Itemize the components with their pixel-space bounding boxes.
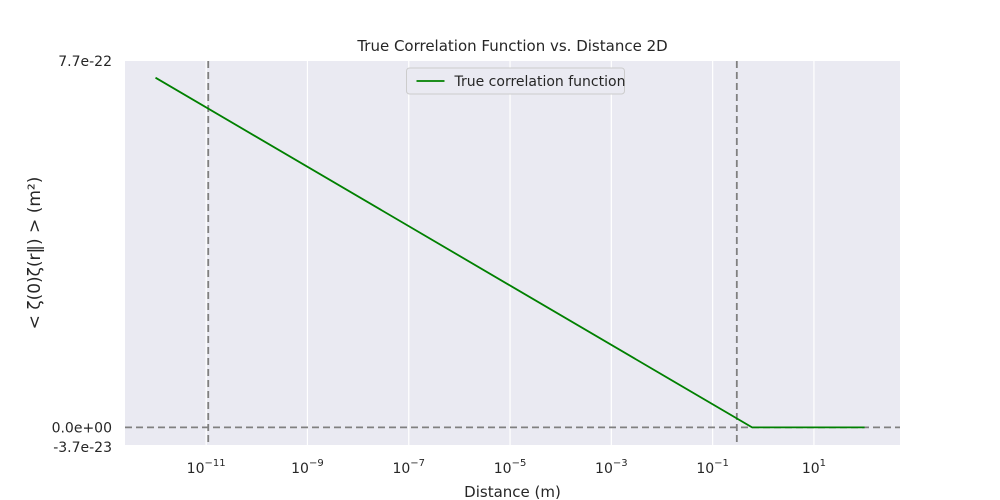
plot-area bbox=[125, 61, 900, 445]
chart-title: True Correlation Function vs. Distance 2… bbox=[356, 37, 667, 55]
x-tick-label: 10−1 bbox=[696, 458, 729, 477]
legend-label: True correlation function bbox=[454, 74, 626, 90]
x-tick-label: 10−7 bbox=[392, 458, 425, 477]
y-tick-label: 0.0e+00 bbox=[52, 420, 112, 436]
series-line bbox=[155, 76, 865, 429]
reference-lines bbox=[125, 61, 900, 445]
y-tick-labels: 7.7e-22 0.0e+00 -3.7e-23 bbox=[52, 54, 112, 456]
x-tick-label: 10−3 bbox=[595, 458, 628, 477]
y-tick-label: -3.7e-23 bbox=[53, 440, 112, 456]
x-tick-label: 101 bbox=[802, 458, 826, 477]
x-axis-label: Distance (m) bbox=[464, 483, 561, 500]
x-tick-label: 10−9 bbox=[291, 458, 324, 477]
grid-lines bbox=[205, 61, 815, 445]
legend: True correlation function bbox=[406, 67, 626, 95]
series-layer bbox=[155, 76, 865, 429]
y-axis-label: < ζ(0)ζ(r‖) > (m²) bbox=[25, 177, 45, 330]
y-tick-label: 7.7e-22 bbox=[58, 54, 112, 70]
legend-box bbox=[406, 67, 625, 95]
x-tick-label: 10−5 bbox=[494, 458, 527, 477]
x-tick-label: 10−11 bbox=[187, 458, 226, 477]
x-tick-labels: 10−11 10−9 10−7 10−5 10−3 10−1 101 bbox=[187, 458, 826, 477]
